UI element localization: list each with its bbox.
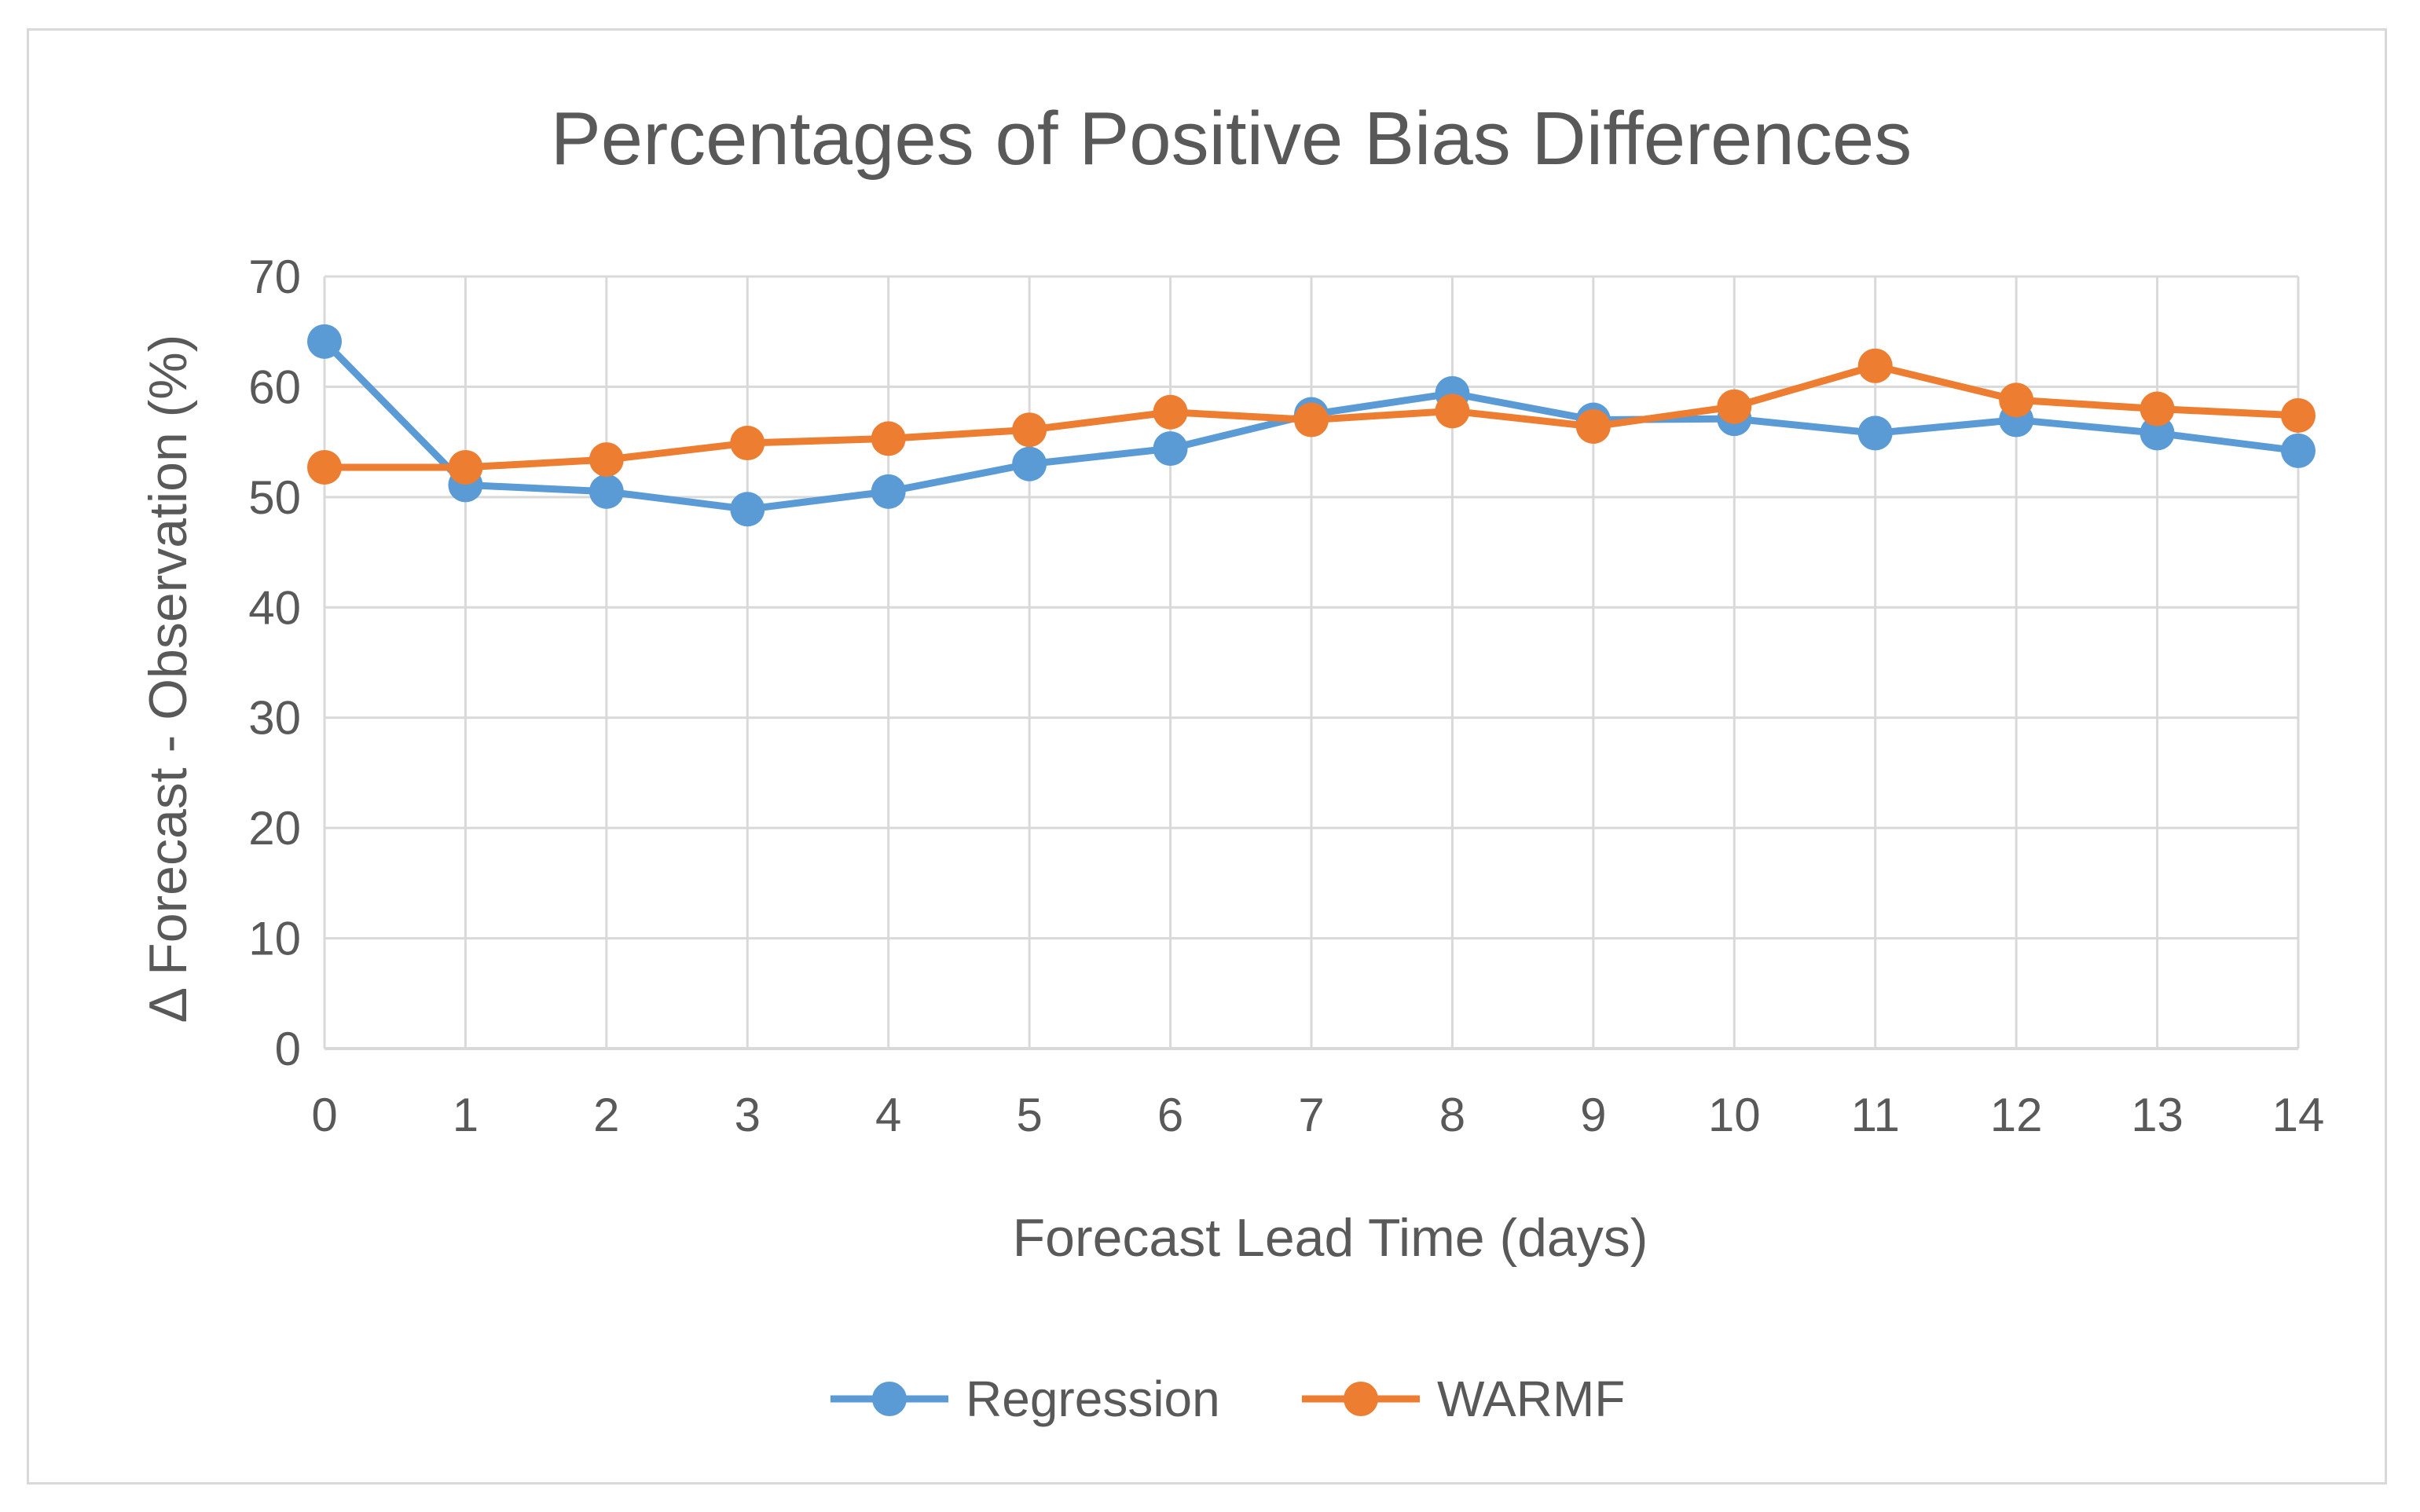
x-tick-label: 6 <box>1157 1089 1183 1141</box>
legend-swatch-marker-regression <box>872 1382 907 1416</box>
legend-label-warmf: WARMF <box>1437 1371 1625 1427</box>
x-tick-label: 12 <box>1990 1089 2043 1141</box>
y-tick-label: 50 <box>248 471 301 524</box>
legend-swatch-marker-warmf <box>1344 1382 1378 1416</box>
y-tick-label: 30 <box>248 692 301 745</box>
x-tick-labels: 0 1 2 3 4 5 6 7 8 9 10 11 12 13 14 <box>311 1089 2324 1141</box>
data-point-warmf <box>1857 348 1893 383</box>
data-point-regression <box>1153 431 1188 467</box>
legend: Regression WARMF <box>830 1371 1625 1427</box>
y-tick-label: 60 <box>248 361 301 413</box>
gridlines <box>323 275 2300 1049</box>
chart-svg: Percentages of Positive Bias Differences… <box>138 97 2324 1427</box>
data-point-warmf <box>1575 408 1611 444</box>
data-point-warmf <box>1153 394 1188 430</box>
series-lines <box>307 324 2316 527</box>
x-tick-label: 4 <box>875 1089 901 1141</box>
data-point-regression <box>2281 433 2316 468</box>
x-tick-label: 13 <box>2131 1089 2184 1141</box>
x-tick-label: 1 <box>453 1089 478 1141</box>
chart-title: Percentages of Positive Bias Differences <box>551 97 1912 181</box>
x-tick-label: 0 <box>311 1089 337 1141</box>
legend-label-regression: Regression <box>966 1371 1220 1427</box>
x-tick-label: 10 <box>1708 1089 1761 1141</box>
y-tick-label: 0 <box>275 1023 301 1075</box>
x-tick-label: 7 <box>1298 1089 1324 1141</box>
x-axis-label: Forecast Lead Time (days) <box>1013 1208 1648 1268</box>
x-tick-label: 2 <box>593 1089 619 1141</box>
data-point-warmf <box>1999 383 2034 418</box>
x-tick-label: 3 <box>735 1089 761 1141</box>
data-point-regression <box>1857 416 1893 451</box>
chart-frame: Percentages of Positive Bias Differences… <box>27 28 2387 1485</box>
data-point-regression <box>871 474 906 509</box>
data-point-warmf <box>1717 389 1752 424</box>
y-tick-label: 70 <box>248 251 301 303</box>
data-point-regression <box>588 474 624 509</box>
data-point-warmf <box>448 449 483 485</box>
data-point-warmf <box>307 449 342 485</box>
data-point-warmf <box>1435 394 1470 429</box>
data-point-warmf <box>871 421 906 456</box>
data-point-warmf <box>730 426 765 461</box>
y-tick-label: 40 <box>248 581 301 634</box>
x-tick-label: 8 <box>1439 1089 1465 1141</box>
data-point-warmf <box>2140 391 2175 427</box>
data-point-warmf <box>1012 412 1047 448</box>
y-tick-label: 20 <box>248 802 301 855</box>
y-tick-label: 10 <box>248 913 301 965</box>
data-point-warmf <box>588 442 624 478</box>
x-tick-label: 14 <box>2272 1089 2325 1141</box>
data-point-regression <box>307 324 342 359</box>
x-tick-label: 9 <box>1580 1089 1606 1141</box>
data-point-warmf <box>1294 402 1329 437</box>
data-point-regression <box>2140 416 2175 451</box>
data-point-regression <box>1012 446 1047 481</box>
y-axis-label: Δ Forecast - Observation (%) <box>138 335 198 1023</box>
x-tick-label: 5 <box>1016 1089 1042 1141</box>
data-point-regression <box>730 492 765 527</box>
y-tick-labels: 0 10 20 30 40 50 60 70 <box>248 251 301 1075</box>
x-tick-label: 11 <box>1851 1089 1900 1141</box>
data-point-warmf <box>2281 397 2316 433</box>
